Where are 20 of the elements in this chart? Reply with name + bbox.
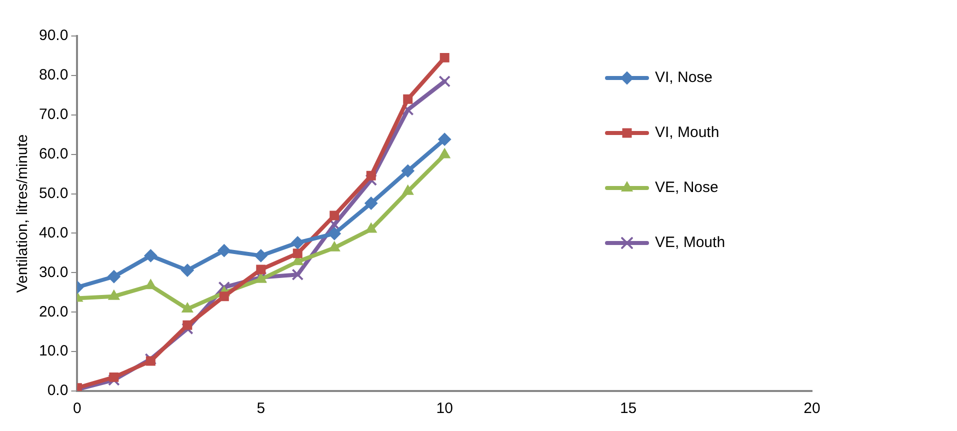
- x-tick-label: 15: [620, 400, 637, 418]
- legend-label: VE, Nose: [655, 179, 718, 196]
- y-tick-label: 20.0: [38, 303, 68, 320]
- y-axis-title: Ventilation, litres/minute: [14, 134, 32, 293]
- x-tick-label: 0: [73, 400, 82, 418]
- legend-label: VI, Mouth: [655, 124, 720, 142]
- y-tick-label: 60.0: [38, 145, 68, 162]
- y-tick-label: 80.0: [38, 66, 68, 84]
- legend-label: VI, Nose: [655, 69, 713, 86]
- y-tick-label: 0.0: [47, 382, 68, 400]
- y-tick-label: 30.0: [38, 264, 68, 281]
- y-tick-label: 10.0: [38, 342, 68, 360]
- x-tick-label: 10: [436, 400, 453, 418]
- y-tick-label: 50.0: [38, 184, 68, 202]
- x-tick-label: 20: [804, 400, 820, 418]
- y-tick-label: 70.0: [38, 106, 68, 124]
- y-tick-label: 90.0: [38, 27, 68, 44]
- legend-label: VE, Mouth: [655, 234, 726, 252]
- y-tick-label: 40.0: [38, 224, 68, 242]
- x-tick-label: 5: [256, 400, 266, 418]
